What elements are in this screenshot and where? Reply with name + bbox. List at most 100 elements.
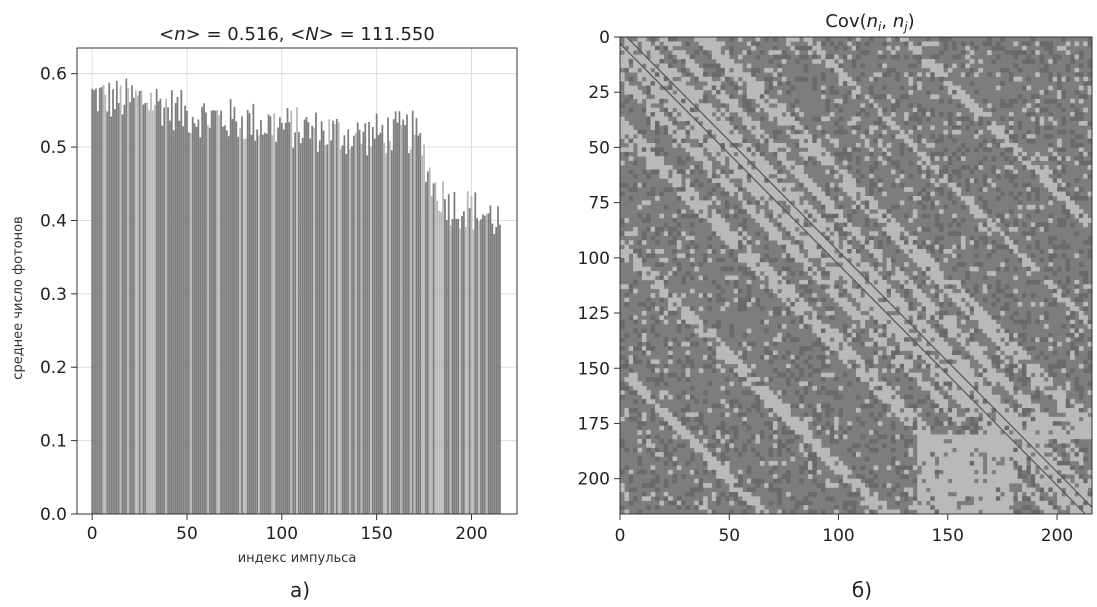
heatmap-cell (856, 355, 861, 360)
heatmap-cell (1087, 421, 1092, 426)
heatmap-cell (742, 165, 748, 170)
heatmap-cell (904, 328, 909, 334)
heatmap-cell (1008, 125, 1014, 131)
bar (146, 102, 149, 514)
heatmap-cell (847, 279, 852, 285)
heatmap-cell (654, 306, 660, 312)
heatmap-cell (829, 275, 835, 281)
heatmap-cell (965, 45, 970, 51)
heatmap-cell (790, 438, 796, 444)
heatmap-cell (952, 412, 957, 418)
heatmap-cell (1052, 244, 1058, 250)
heatmap-cell (917, 430, 922, 435)
heatmap-cell (799, 306, 804, 312)
heatmap-cell (807, 363, 813, 369)
heatmap-cell (912, 288, 918, 294)
heatmap-cell (1078, 328, 1084, 334)
heatmap-cell (965, 394, 970, 400)
heatmap-cell (930, 107, 935, 113)
heatmap-cell (877, 319, 883, 325)
heatmap-cell (995, 425, 1001, 431)
heatmap-cell (943, 341, 949, 347)
heatmap-cell (703, 337, 708, 343)
heatmap-cell (812, 81, 817, 86)
heatmap-cell (681, 390, 686, 396)
heatmap-cell (624, 54, 630, 60)
heatmap-cell (803, 173, 809, 179)
bar (151, 110, 154, 514)
bar (345, 153, 348, 514)
heatmap-cell (829, 85, 835, 91)
heatmap-cell (956, 310, 962, 316)
heatmap-cell (768, 222, 774, 228)
heatmap-cell (1035, 165, 1040, 170)
heatmap-cell (1026, 54, 1032, 60)
heatmap-cell (1000, 408, 1005, 413)
bar (483, 215, 486, 514)
heatmap-cell (1083, 94, 1088, 100)
heatmap-cell (930, 372, 935, 378)
heatmap-cell (803, 76, 809, 82)
heatmap-cell (742, 50, 748, 55)
heatmap-cell (711, 45, 717, 51)
heatmap-cell (904, 438, 909, 444)
heatmap-cell (838, 76, 844, 82)
heatmap-cell (772, 337, 778, 343)
heatmap-cell (790, 403, 796, 409)
heatmap-cell (768, 310, 774, 316)
heatmap-cell (698, 107, 704, 113)
heatmap-cell (694, 209, 699, 214)
heatmap-cell (825, 134, 831, 139)
heatmap-cell (1030, 253, 1036, 259)
heatmap-cell (663, 257, 669, 263)
heatmap-cell (1078, 425, 1084, 431)
heatmap-cell (921, 324, 927, 329)
heatmap-cell (729, 187, 734, 192)
heatmap-cell (1013, 41, 1019, 47)
heatmap-cell (681, 169, 686, 175)
heatmap-cell (729, 165, 734, 170)
heatmap-cell (729, 266, 734, 272)
heatmap-cell (1000, 443, 1005, 449)
heatmap-cell (877, 120, 883, 126)
heatmap-cell (882, 160, 887, 166)
heatmap-cell (1074, 350, 1080, 356)
heatmap-cell (869, 275, 874, 281)
heatmap-cell (1065, 41, 1071, 47)
heatmap-cell (672, 103, 678, 108)
heatmap-cell (952, 138, 957, 144)
heatmap-cell (711, 125, 717, 131)
heatmap-cell (624, 218, 630, 223)
heatmap-cell (982, 394, 988, 400)
heatmap-cell (925, 257, 931, 263)
heatmap-cell (668, 271, 673, 276)
heatmap-cell (1065, 416, 1071, 422)
heatmap-cell (1052, 284, 1058, 290)
heatmap-cell (628, 381, 634, 387)
heatmap-cell (663, 45, 669, 51)
bar (324, 145, 327, 514)
heatmap-cell (764, 319, 769, 325)
heatmap-cell (716, 59, 721, 64)
heatmap-cell (816, 319, 822, 325)
heatmap-cell (847, 425, 852, 431)
heatmap-cell (650, 412, 656, 418)
heatmap-cell (860, 240, 866, 245)
heatmap-cell (663, 390, 669, 396)
heatmap-cell (803, 45, 809, 51)
heatmap-cell (668, 355, 673, 360)
heatmap-cell (834, 328, 839, 334)
heatmap-cell (685, 182, 691, 188)
heatmap-cell (982, 399, 988, 404)
heatmap-cell (751, 297, 756, 303)
heatmap-cell (816, 41, 822, 47)
heatmap-cell (786, 226, 791, 232)
heatmap-cell (886, 266, 892, 272)
bar (470, 196, 473, 514)
heatmap-cell (873, 103, 879, 108)
heatmap-cell (1078, 390, 1084, 396)
heatmap-cell (1013, 226, 1019, 232)
heatmap-cell (965, 72, 970, 78)
heatmap-cell (1057, 138, 1062, 144)
heatmap-cell (711, 129, 717, 135)
